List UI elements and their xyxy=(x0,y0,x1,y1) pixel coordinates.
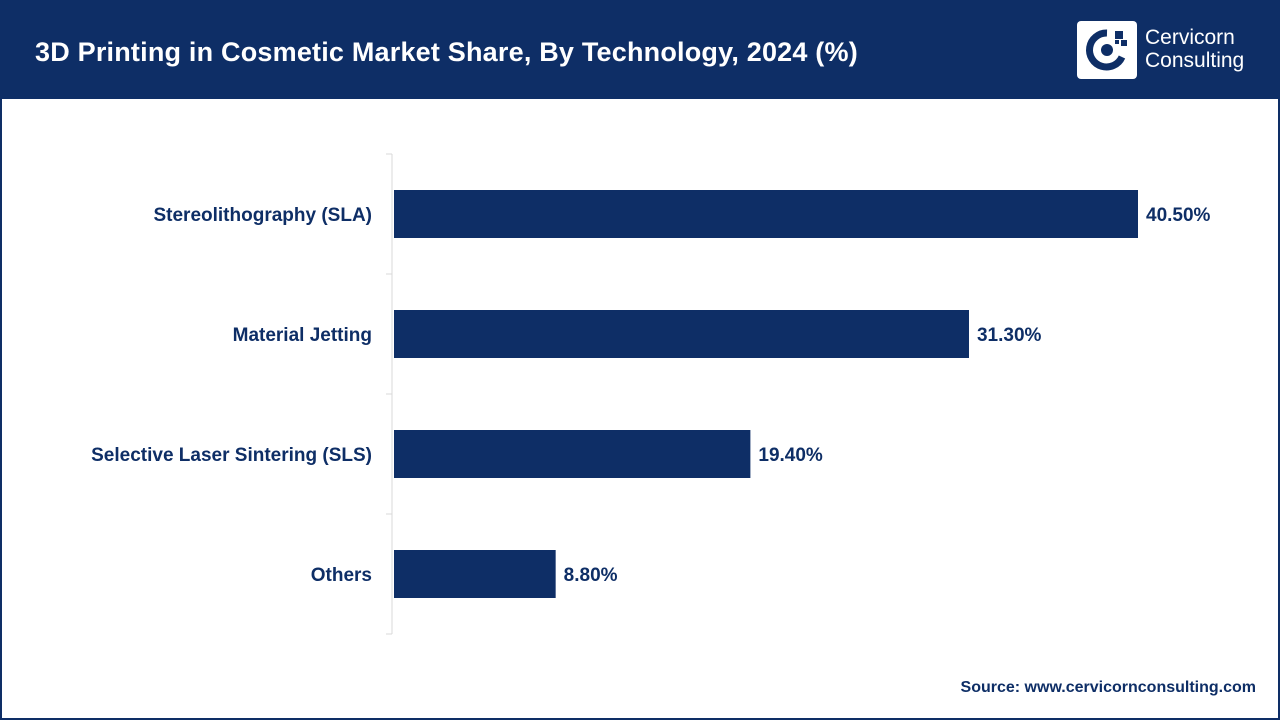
bar-1 xyxy=(394,310,969,358)
brand-logo: Cervicorn Consulting xyxy=(1077,21,1267,81)
value-label: 40.50% xyxy=(1146,205,1211,226)
source-note: Source: www.cervicornconsulting.com xyxy=(960,679,1256,696)
value-label: 19.40% xyxy=(758,445,823,466)
value-label: 8.80% xyxy=(564,565,618,586)
category-label: Selective Laser Sintering (SLS) xyxy=(91,445,372,466)
cervicorn-logo-icon xyxy=(1077,21,1137,79)
bar-0 xyxy=(394,190,1138,238)
header-bar: 3D Printing in Cosmetic Market Share, By… xyxy=(2,2,1278,99)
logo-text-line1: Cervicorn xyxy=(1145,26,1235,49)
page-title: 3D Printing in Cosmetic Market Share, By… xyxy=(35,37,858,67)
value-label: 31.30% xyxy=(977,325,1042,346)
category-label: Material Jetting xyxy=(233,325,372,346)
bar-2 xyxy=(394,430,751,478)
category-label: Others xyxy=(311,565,372,586)
category-label: Stereolithography (SLA) xyxy=(153,205,372,226)
bar-chart: Stereolithography (SLA) 40.50% Material Je… xyxy=(91,153,1211,635)
bar-3 xyxy=(394,550,556,598)
logo-text-line2: Consulting xyxy=(1145,49,1245,72)
